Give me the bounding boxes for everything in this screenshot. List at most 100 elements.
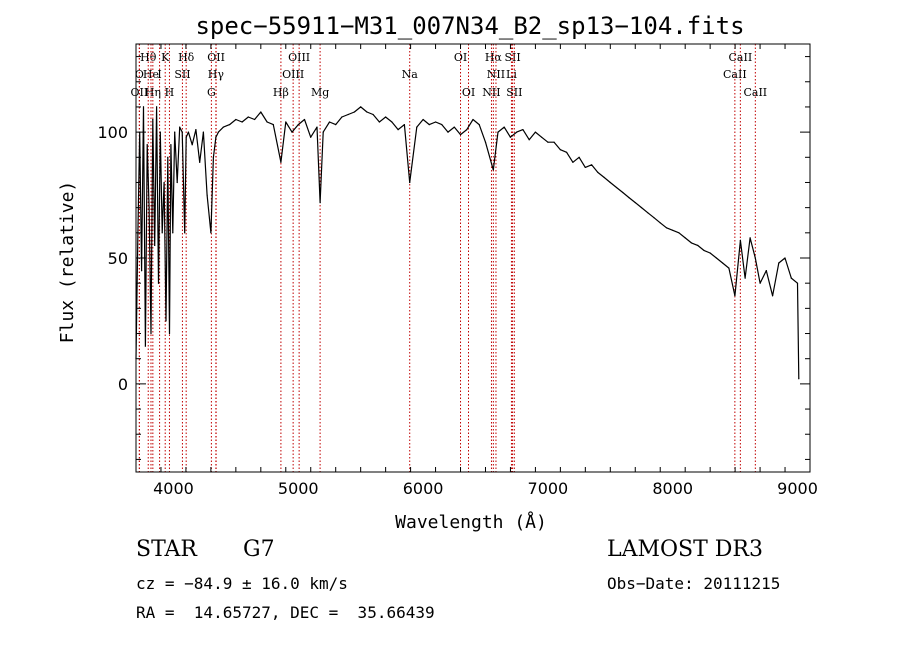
spectrum-point-96 — [584, 166, 586, 168]
spectrum-point-50 — [303, 118, 306, 121]
spectrum-point-55 — [328, 121, 331, 123]
spectrum-point-18 — [168, 332, 171, 335]
spectrum-point-7 — [148, 207, 150, 209]
plot-frame — [135, 43, 811, 473]
spectrum-point-110 — [672, 229, 674, 231]
spectrum-point-90 — [547, 141, 549, 143]
line-label-0: Hθ — [140, 51, 157, 64]
spectrum-point-83 — [503, 126, 505, 128]
spectrum-point-19 — [170, 144, 172, 146]
chart-title: spec−55911−M31_007N34_B2_sp13−104.fits — [195, 12, 744, 40]
spectrum-point-95 — [578, 156, 580, 158]
spectrum-point-80 — [484, 141, 487, 143]
spectrum-point-84 — [509, 136, 511, 138]
velocity-readout: cz = −84.9 ± 16.0 km/s — [136, 574, 348, 593]
axes: 4000 5000 6000 7000 8000 9000 0 50 100 — [97, 43, 818, 498]
spectrum-point-130 — [790, 277, 792, 279]
line-label-5: OI — [454, 51, 467, 64]
spectrum-point-125 — [759, 282, 761, 284]
line-label-17: Li — [506, 68, 517, 81]
spectrum-point-32 — [206, 194, 208, 196]
line-label-6: Hα — [485, 51, 503, 64]
line-label-12: SII — [174, 68, 190, 81]
spectrum-point-31 — [202, 131, 204, 133]
line-label-13: Hγ — [208, 68, 225, 81]
spectrum-point-118 — [722, 262, 724, 264]
x-tick-label: 8000 — [652, 479, 693, 498]
line-label-11: I — [157, 68, 161, 81]
line-label-8: CaII — [729, 51, 753, 64]
spectrum-point-78 — [472, 118, 474, 121]
spectrum-point-58 — [347, 113, 349, 116]
spectrum-point-122 — [744, 277, 746, 279]
spectrum-point-13 — [159, 131, 161, 133]
spectrum-point-72 — [435, 121, 437, 123]
spectrum-point-66 — [397, 129, 399, 131]
spectrum-point-17 — [167, 156, 169, 158]
spectrum-point-48 — [291, 131, 293, 133]
spectrum-point-24 — [181, 131, 183, 133]
spectrum-point-107 — [653, 217, 655, 219]
spectrum-point-92 — [559, 149, 562, 151]
line-label-27: SII — [506, 86, 522, 99]
spectrum-point-41 — [247, 116, 249, 118]
spectrum-point-91 — [553, 141, 555, 143]
line-label-20: Hη — [145, 86, 161, 99]
spectrum-point-128 — [778, 262, 780, 264]
spectrum-point-46 — [280, 161, 282, 163]
spectrum-point-123 — [749, 237, 751, 239]
spectrum-point-8 — [150, 332, 152, 335]
line-label-21: H — [165, 86, 175, 99]
spectrum-point-11 — [156, 106, 158, 108]
object-class: STAR — [136, 537, 197, 562]
spectrum-point-68 — [409, 181, 411, 184]
spectrum-point-101 — [615, 186, 618, 189]
spectrum-point-88 — [534, 131, 537, 133]
spectrum-point-23 — [179, 126, 181, 128]
line-label-15: Na — [402, 68, 419, 81]
spectrum-point-67 — [403, 124, 405, 126]
spectrum-point-35 — [215, 136, 217, 138]
line-label-24: Mg — [311, 86, 329, 99]
spectrum-point-87 — [528, 139, 530, 141]
spectrum-point-62 — [372, 113, 374, 116]
spectrum-series — [135, 106, 800, 380]
spectrum-point-15 — [163, 181, 165, 184]
spectrum-point-98 — [597, 171, 599, 173]
spectrum-point-111 — [678, 232, 680, 234]
spectrum-point-103 — [628, 197, 630, 199]
spectrum-point-113 — [690, 242, 693, 244]
spectrum-point-57 — [341, 116, 343, 118]
line-label-18: CaII — [723, 68, 747, 81]
spectrum-point-70 — [422, 118, 424, 121]
spectrum-point-43 — [260, 111, 262, 113]
spectrum-point-76 — [459, 134, 462, 136]
spectrum-point-56 — [335, 124, 337, 126]
spectrum-point-42 — [254, 118, 256, 121]
spectrum-point-77 — [466, 129, 468, 131]
spectrum-point-126 — [765, 270, 767, 272]
spectrum-point-27 — [187, 131, 189, 133]
spectrum-point-71 — [428, 124, 430, 126]
spectrum-point-26 — [185, 136, 187, 138]
line-label-7: SII — [504, 51, 520, 64]
line-label-23: Hβ — [273, 86, 289, 99]
spectrum-point-65 — [391, 121, 393, 123]
survey-label: LAMOST DR3 — [607, 537, 763, 562]
spectrum-point-75 — [453, 126, 455, 128]
spectrum-point-6 — [146, 144, 148, 146]
line-label-4: OIII — [288, 51, 310, 64]
spectrum-point-117 — [715, 257, 718, 259]
spectrum-point-20 — [172, 232, 174, 234]
spectrum-point-39 — [235, 118, 237, 121]
y-tick-label: 0 — [118, 375, 128, 394]
y-tick-label: 100 — [97, 123, 128, 142]
line-label-10: He — [143, 68, 159, 81]
spectrum-point-37 — [222, 126, 224, 128]
spectrum-point-30 — [199, 161, 201, 163]
line-label-1: K — [161, 51, 170, 64]
spectrum-point-69 — [416, 126, 418, 128]
spectrum-point-129 — [784, 257, 786, 259]
